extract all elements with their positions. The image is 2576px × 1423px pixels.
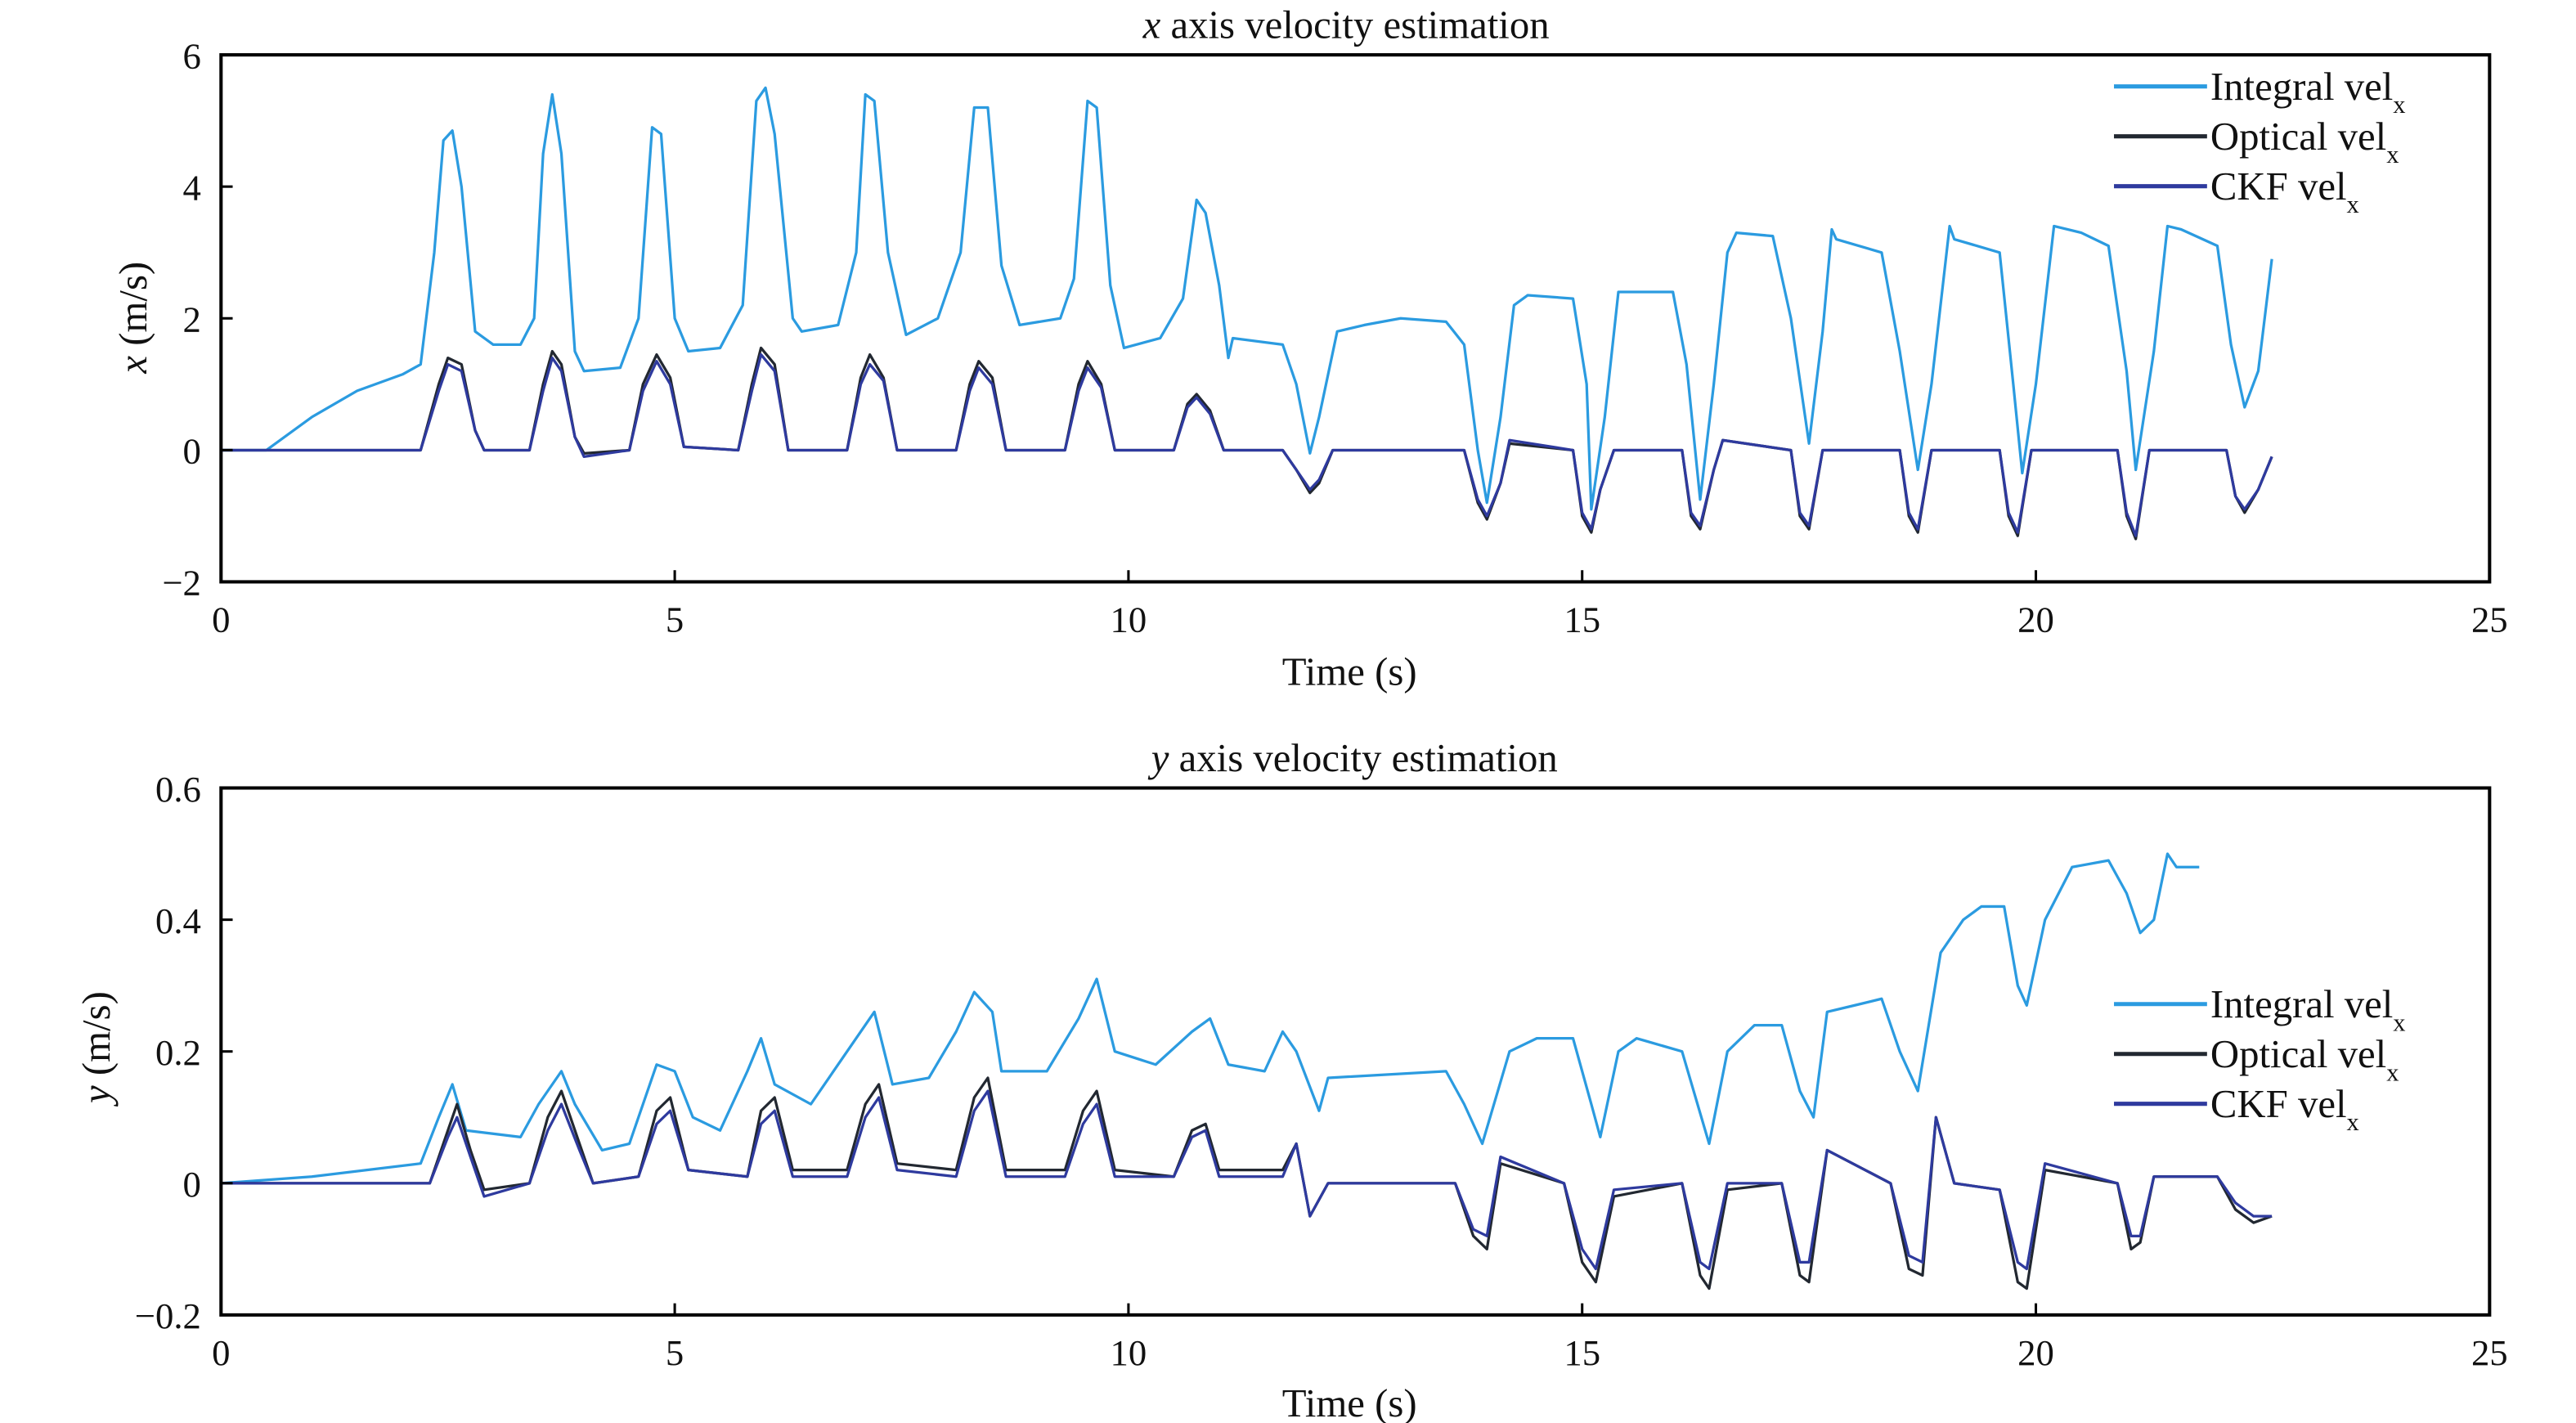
x-tick-label: 25 xyxy=(2471,599,2508,640)
x-tick-label: 5 xyxy=(666,1332,684,1373)
legend-item: Integral velx xyxy=(2114,65,2406,119)
legend-item: CKF velx xyxy=(2114,164,2359,218)
series-line-ckf-vel xyxy=(221,1089,2273,1271)
y-tick-label: −2 xyxy=(162,563,201,604)
x-tick-label: 0 xyxy=(212,1332,230,1373)
legend-item: Optical velx xyxy=(2114,114,2399,168)
plot-frame xyxy=(219,786,2492,1317)
y-velocity-panel: y axis velocity estimation Time (s) y (m… xyxy=(74,736,2508,1423)
legend-item: Optical velx xyxy=(2114,1032,2399,1086)
x-axis-label: Time (s) xyxy=(1282,1381,1417,1423)
y-axis-label: x (m/s) xyxy=(111,262,155,375)
legend-label: CKF velx xyxy=(2210,164,2359,218)
series-line-ckf-vel xyxy=(221,352,2273,537)
y-tick-label: 0.6 xyxy=(155,769,201,810)
plot-frame xyxy=(219,53,2492,584)
series-line-integral-vel xyxy=(221,86,2273,511)
x-axis-label: Time (s) xyxy=(1282,649,1417,694)
x-tick-label: 10 xyxy=(1111,1332,1147,1373)
legend-label: Integral velx xyxy=(2210,65,2406,119)
series-line-optical-vel xyxy=(221,346,2273,541)
x-tick-label: 0 xyxy=(212,599,230,640)
legend-label: Optical velx xyxy=(2210,114,2399,168)
y-tick-label: 0.4 xyxy=(155,900,201,941)
y-axis-label: y (m/s) xyxy=(74,991,119,1107)
series-line-integral-vel xyxy=(221,852,2200,1185)
y-tick-label: −0.2 xyxy=(135,1295,201,1336)
y-tick-label: 0 xyxy=(183,431,201,472)
y-tick-label: 4 xyxy=(183,167,201,208)
y-tick-label: 0 xyxy=(183,1164,201,1205)
legend-item: Integral velx xyxy=(2114,982,2406,1036)
x-tick-label: 20 xyxy=(2017,599,2054,640)
legend-label: Integral velx xyxy=(2210,982,2406,1036)
x-tick-label: 5 xyxy=(666,599,684,640)
x-tick-label: 25 xyxy=(2471,1332,2508,1373)
x-tick-label: 15 xyxy=(1564,599,1600,640)
y-tick-label: 2 xyxy=(183,299,201,340)
y-tick-label: 6 xyxy=(183,35,201,76)
x-velocity-panel: x axis velocity estimation Time (s) x (m… xyxy=(111,3,2508,694)
y-tick-label: 0.2 xyxy=(155,1032,201,1073)
x-tick-label: 20 xyxy=(2017,1332,2054,1373)
chart-title: x axis velocity estimation xyxy=(1142,3,1550,47)
legend-label: Optical velx xyxy=(2210,1032,2399,1086)
chart-title: y axis velocity estimation xyxy=(1147,736,1558,780)
x-tick-label: 15 xyxy=(1564,1332,1600,1373)
x-tick-label: 10 xyxy=(1111,599,1147,640)
legend-item: CKF velx xyxy=(2114,1082,2359,1136)
legend-label: CKF velx xyxy=(2210,1082,2359,1136)
